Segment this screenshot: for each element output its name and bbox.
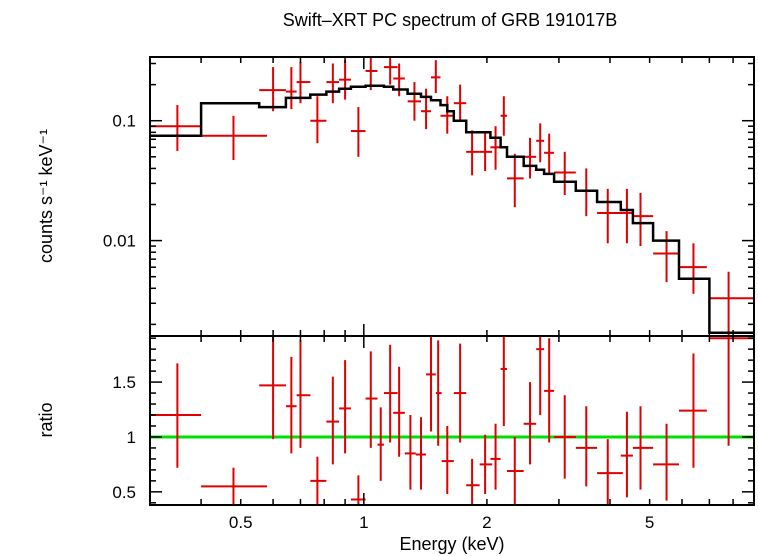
y-axis-label-spectrum: counts s⁻¹ keV⁻¹ bbox=[36, 129, 56, 263]
ratio-data-point bbox=[597, 439, 623, 505]
ratio-data-point bbox=[466, 458, 480, 505]
ratio-data-point bbox=[296, 340, 311, 448]
spectrum-data-point bbox=[620, 188, 633, 244]
ratio-data-point bbox=[544, 338, 555, 443]
ratio-panel-frame bbox=[149, 335, 755, 506]
spectrum-data-point bbox=[431, 60, 441, 94]
axes-ticks: 0.5 1 2 5 0.1 0.01 0.5 1 1.5 bbox=[103, 57, 755, 532]
spectrum-data-point bbox=[201, 115, 268, 161]
spectrum-data-point bbox=[597, 188, 623, 244]
spectrum-data-point bbox=[479, 131, 493, 172]
ratio-data-point bbox=[426, 336, 436, 432]
ratio-data-point bbox=[150, 363, 202, 468]
spectrum-data-point bbox=[150, 105, 202, 151]
ratio-data-point bbox=[259, 336, 286, 440]
spectrum-data-point bbox=[544, 133, 555, 174]
chart-title: Swift–XRT PC spectrum of GRB 191017B bbox=[283, 10, 618, 30]
ratio-data-point bbox=[523, 382, 537, 465]
y-axis-label-ratio: ratio bbox=[36, 402, 56, 437]
spectrum-data-point bbox=[339, 60, 351, 100]
ratio-data-point bbox=[404, 415, 416, 490]
ratio-data-point bbox=[377, 407, 384, 481]
y-tick-label: 0.5 bbox=[112, 483, 136, 502]
ratio-data-point bbox=[415, 417, 427, 490]
spectrum-data-point bbox=[310, 96, 327, 144]
spectrum-data-point bbox=[453, 84, 467, 122]
spectrum-data-point bbox=[523, 137, 537, 179]
x-tick-label: 2 bbox=[482, 513, 491, 532]
spectrum-panel bbox=[150, 57, 754, 336]
ratio-data-point bbox=[490, 423, 501, 490]
spectrum-data-point bbox=[507, 153, 524, 208]
spectrum-data-point bbox=[285, 67, 297, 110]
spectrum-data-point bbox=[326, 63, 340, 104]
spectrum-data-point bbox=[296, 61, 311, 104]
x-tick-label: 5 bbox=[645, 513, 654, 532]
ratio-data-point bbox=[339, 360, 351, 454]
ratio-data-point bbox=[709, 336, 754, 446]
x-tick-label: 0.5 bbox=[229, 513, 253, 532]
spectrum-data-point bbox=[466, 130, 480, 176]
spectrum-data-point bbox=[490, 126, 501, 170]
ratio-data-point bbox=[383, 344, 398, 443]
spectrum-panel-frame bbox=[149, 56, 755, 337]
spectrum-data-point bbox=[407, 82, 422, 121]
ratio-data-point bbox=[453, 343, 467, 443]
ratio-data-point bbox=[500, 336, 508, 426]
spectrum-data-point bbox=[709, 271, 754, 336]
ratio-data-point bbox=[679, 353, 707, 468]
spectrum-data-point bbox=[440, 96, 454, 134]
ratio-data-point bbox=[507, 436, 524, 505]
ratio-data-point bbox=[326, 376, 340, 465]
spectrum-data-point bbox=[500, 96, 508, 136]
spectrum-data-point bbox=[554, 151, 576, 196]
spectrum-data-point bbox=[679, 243, 707, 294]
ratio-data-point bbox=[285, 356, 297, 454]
ratio-data-point bbox=[653, 423, 680, 501]
spectrum-data-point bbox=[536, 123, 545, 163]
ratio-data-point bbox=[479, 434, 493, 495]
y-tick-label: 1.5 bbox=[112, 373, 136, 392]
ratio-panel bbox=[150, 336, 754, 505]
spectrum-data-point bbox=[383, 57, 398, 85]
spectrum-data-point bbox=[575, 168, 598, 217]
ratio-data-point bbox=[536, 336, 545, 416]
spectrum-data-point bbox=[421, 88, 432, 130]
ratio-data-point bbox=[310, 456, 327, 505]
ratio-data-point bbox=[441, 425, 454, 495]
spectrum-data-point bbox=[632, 192, 654, 247]
spectrum-data-point bbox=[350, 107, 366, 157]
ratio-data-point bbox=[393, 366, 405, 457]
spectrum-data-point bbox=[393, 63, 405, 97]
ratio-data-point bbox=[575, 406, 598, 487]
x-axis-label: Energy (keV) bbox=[399, 534, 504, 554]
y-tick-label: 0.1 bbox=[112, 112, 136, 131]
ratio-data-point bbox=[201, 467, 268, 505]
ratio-data-point bbox=[365, 351, 378, 448]
ratio-data-point bbox=[632, 406, 654, 490]
y-tick-label: 0.01 bbox=[103, 232, 136, 251]
ratio-data-point bbox=[554, 395, 576, 479]
x-tick-label: 1 bbox=[359, 513, 368, 532]
model-step-line bbox=[150, 84, 754, 335]
spectrum-data-point bbox=[653, 231, 680, 283]
y-tick-label: 1 bbox=[127, 428, 136, 447]
spectrum-data-point bbox=[259, 67, 286, 112]
ratio-data-point bbox=[620, 411, 633, 498]
ratio-data-point bbox=[435, 340, 442, 446]
